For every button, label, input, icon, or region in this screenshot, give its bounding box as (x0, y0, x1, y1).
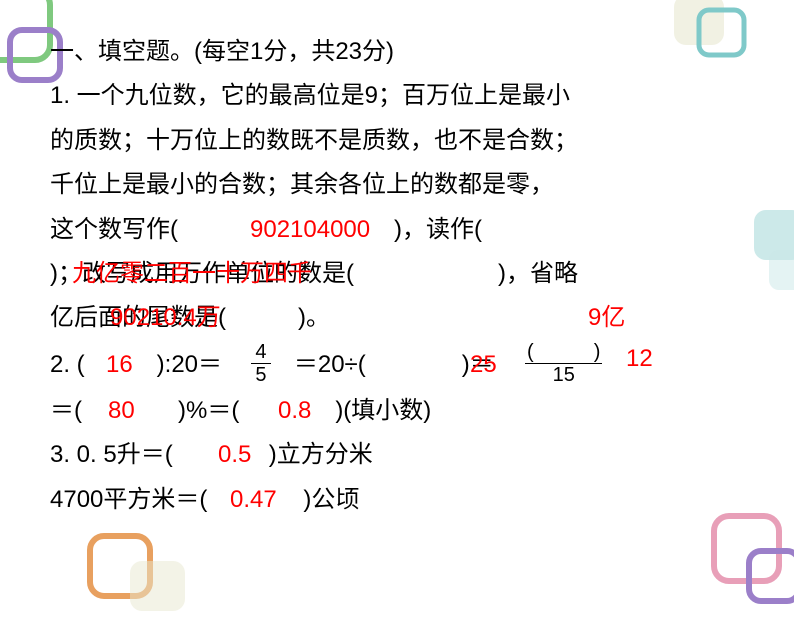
q2-line2: ＝( )%＝( )(填小数) 80 0.8 (50, 389, 744, 433)
q2-frac2-num: ( ) (525, 341, 602, 364)
q1-line3: 千位上是最小的合数；其余各位上的数都是零， (50, 163, 744, 207)
q1-answer3: 90210.4万 (110, 296, 221, 340)
q2-answer5: 0.8 (278, 389, 311, 433)
q2-prefix: 2. ( ):20＝ (50, 351, 222, 378)
q3-line: 3. 0. 5升＝( )立方分米 0.5 (50, 433, 744, 477)
q1-answer2: 九亿零二百一十万四千 (72, 252, 312, 296)
q2-answer1: 16 (106, 341, 133, 389)
q3-answer1: 0.5 (218, 433, 251, 477)
q2-answer4: 80 (108, 389, 135, 433)
q2-frac2-den: 15 (525, 364, 602, 386)
q1-answer4: 9亿 (588, 296, 625, 340)
q1-line2: 的质数；十万位上的数既不是质数，也不是合数； (50, 119, 744, 163)
q3-text: 3. 0. 5升＝( )立方分米 (50, 441, 373, 468)
q1-line1: 1. 一个九位数，它的最高位是9；百万位上是最小 (50, 74, 744, 118)
decoration-bottom-left (80, 516, 220, 616)
q2-answer2: 25 (470, 341, 497, 389)
q2-mid1: ＝20÷( )＝ (294, 351, 494, 378)
q1-line5: )；改写成用万作单位的数是( )，省略 九亿零二百一十万四千 (50, 252, 744, 296)
q2-answer3: 12 (626, 335, 653, 383)
q1-answer1: 902104000 (250, 208, 370, 252)
q4-answer1: 0.47 (230, 478, 277, 522)
q2-frac1-num: 4 (251, 341, 270, 364)
section-header: 一、填空题。(每空1分，共23分) (50, 30, 744, 74)
q1-line4: 这个数写作( )，读作( 902104000 (50, 208, 744, 252)
worksheet-content: 一、填空题。(每空1分，共23分) 1. 一个九位数，它的最高位是9；百万位上是… (50, 30, 744, 522)
q2-fraction2: ( ) 15 (525, 341, 602, 386)
q2-fraction1: 4 5 (251, 341, 270, 386)
q2-frac1-den: 5 (251, 364, 270, 386)
q4-line: 4700平方米＝( )公顷 0.47 (50, 478, 744, 522)
q4-text: 4700平方米＝( )公顷 (50, 486, 359, 513)
q2-line1: 2. ( ):20＝ 4 5 ＝20÷( )＝ ( ) 15 16 25 12 (50, 341, 744, 389)
